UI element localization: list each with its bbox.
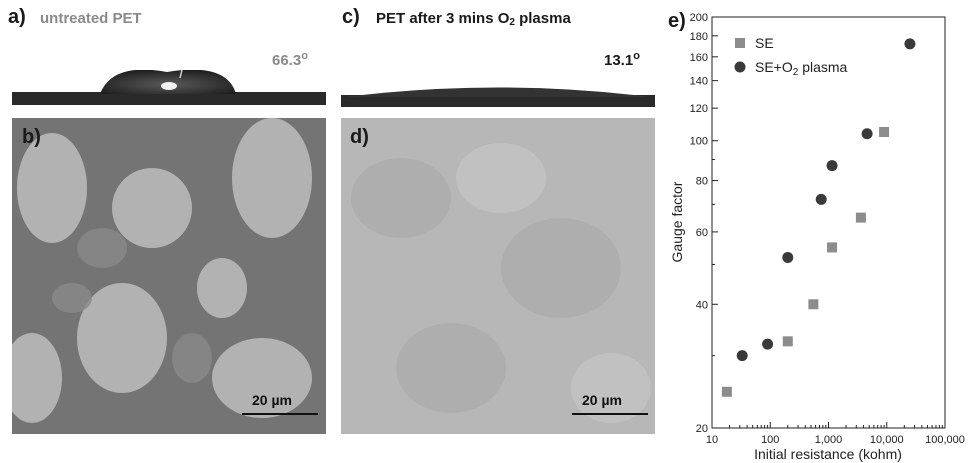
scale-bar-b <box>242 413 318 415</box>
legend-plasma-label: SE+O2 plasma <box>755 59 848 78</box>
scale-bar-label-b: 20 µm <box>252 392 292 408</box>
x-tick-label: 100 <box>761 434 779 446</box>
y-tick-label: 120 <box>690 103 708 115</box>
panel-e-label: e) <box>668 10 686 32</box>
micrograph-texture <box>12 118 312 423</box>
se-plasma-point <box>815 193 827 205</box>
legend-se-marker <box>735 38 745 48</box>
panel-c-title-sub: 2 <box>509 17 515 28</box>
se-plasma-point <box>782 251 794 263</box>
se-point <box>808 299 819 310</box>
y-tick-label: 160 <box>690 52 708 64</box>
se-plasma-point <box>762 338 774 350</box>
angle-value: 13.1 <box>604 52 634 69</box>
panel-c-title-prefix: PET after 3 mins O <box>376 10 510 27</box>
y-tick-label: 40 <box>696 299 708 311</box>
se-point <box>782 336 793 347</box>
y-tick-label: 180 <box>690 31 708 43</box>
se-plasma-point <box>826 160 838 172</box>
micrograph-plasma <box>341 118 655 434</box>
legend-se-label: SE <box>755 35 774 51</box>
panel-c-label: c) <box>342 6 360 28</box>
se-plasma-point <box>861 128 873 140</box>
gauge-factor-chart: 10 100 1,000 10,000 100,000 20 40 60 80 100 120 140… <box>669 12 965 462</box>
y-tick-label: 60 <box>696 227 708 239</box>
degree-symbol: o <box>301 50 308 62</box>
y-tick-label: 100 <box>690 136 708 148</box>
panel-c-title: PET after 3 mins O2 plasma <box>376 10 571 28</box>
x-axis-label: Initial resistance (kohm) <box>754 446 902 462</box>
scale-bar-label-d: 20 µm <box>582 392 622 408</box>
plot-frame <box>711 16 946 429</box>
panel-a-label: a) <box>8 6 26 28</box>
degree-symbol: o <box>633 50 640 62</box>
y-tick-label: 80 <box>696 176 708 188</box>
micrograph-untreated <box>12 118 326 434</box>
droplet-image-untreated <box>12 70 326 105</box>
panel-b-label: b) <box>22 126 41 148</box>
y-tick-label: 200 <box>690 12 708 24</box>
panel-c-contact-angle: 13.1o <box>604 50 640 69</box>
x-tick-label: 10 <box>706 434 718 446</box>
angle-value: 66.3 <box>272 52 302 69</box>
se-point <box>827 242 838 253</box>
y-axis-label: Gauge factor <box>669 181 685 262</box>
x-tick-label: 100,000 <box>925 434 965 446</box>
se-plasma-point <box>736 350 748 362</box>
panel-a-title: untreated PET <box>40 10 142 27</box>
micrograph-texture <box>351 143 651 423</box>
legend-plasma-marker <box>734 61 746 73</box>
se-point <box>879 127 890 138</box>
se-plasma-point <box>904 38 916 50</box>
se-point <box>855 212 866 223</box>
y-tick-label: 140 <box>690 76 708 88</box>
y-tick-label: 20 <box>696 423 708 435</box>
panel-c-title-suffix: plasma <box>514 10 571 27</box>
x-tick-label: 1,000 <box>815 434 843 446</box>
droplet-image-plasma <box>341 87 655 107</box>
x-tick-label: 10,000 <box>870 434 904 446</box>
panel-d-label: d) <box>350 126 369 148</box>
scale-bar-d <box>572 413 648 415</box>
se-point <box>721 386 732 397</box>
panel-a-contact-angle: 66.3o <box>272 50 308 69</box>
